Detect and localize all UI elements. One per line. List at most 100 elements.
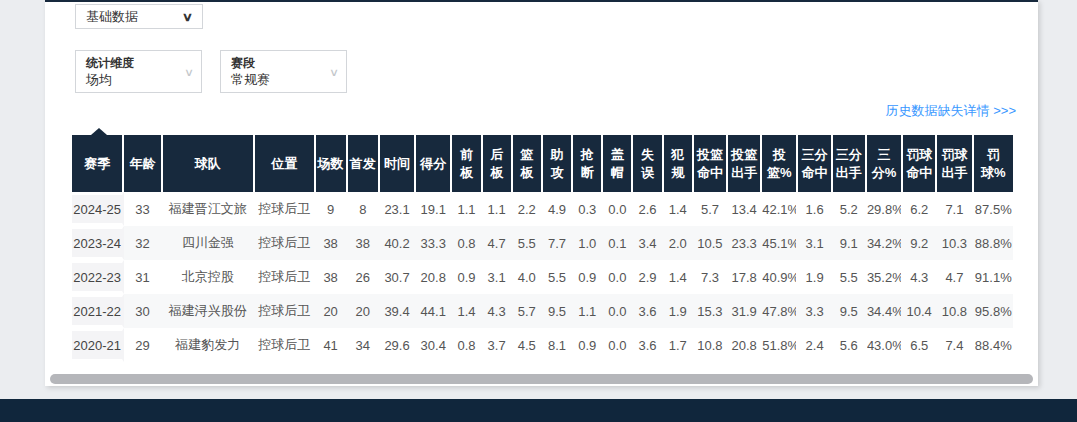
stat-cell: 控球后卫 [255, 192, 315, 226]
stat-cell: 33.3 [416, 226, 452, 260]
stat-cell: 4.3 [483, 294, 513, 328]
table-row: 2020-2129福建豹发力控球后卫413429.630.40.83.74.58… [72, 328, 1013, 362]
stat-dimension-select[interactable]: 统计维度 场均 ∨ [75, 50, 202, 93]
column-header[interactable]: 投篮出手 [728, 135, 762, 192]
season-cell: 2020-21 [72, 328, 124, 362]
column-header[interactable]: 三分命中 [798, 135, 832, 192]
footer-bar [0, 399, 1077, 422]
stat-cell: 43.0% [867, 328, 903, 362]
stat-cell: 20.8 [728, 328, 762, 362]
stat-cell: 3.4 [633, 226, 663, 260]
column-header[interactable]: 后板 [483, 135, 513, 192]
column-header[interactable]: 前板 [452, 135, 482, 192]
stat-cell: 20 [348, 294, 380, 328]
stat-cell: 13.4 [728, 192, 762, 226]
column-header[interactable]: 赛季 [72, 135, 124, 192]
column-header[interactable]: 助攻 [543, 135, 573, 192]
column-header[interactable]: 盖帽 [603, 135, 633, 192]
stat-cell: 0.0 [603, 260, 633, 294]
stat-cell: 8 [348, 192, 380, 226]
stat-cell: 5.2 [833, 192, 867, 226]
horizontal-scrollbar-thumb[interactable] [50, 374, 1033, 384]
stat-cell: 3.1 [483, 260, 513, 294]
stat-cell: 10.8 [937, 294, 973, 328]
column-header[interactable]: 罚球出手 [937, 135, 973, 192]
stat-cell: 5.6 [833, 328, 867, 362]
stat-cell: 7.7 [543, 226, 573, 260]
column-header[interactable]: 得分 [416, 135, 452, 192]
stat-cell: 1.1 [452, 192, 482, 226]
stat-cell: 95.8% [974, 294, 1013, 328]
stat-cell: 5.5 [833, 260, 867, 294]
stat-cell: 10.4 [903, 294, 937, 328]
stage-select[interactable]: 赛段 常规赛 ∨ [220, 50, 347, 93]
stat-cell: 控球后卫 [255, 260, 315, 294]
stat-cell: 1.1 [573, 294, 603, 328]
column-header[interactable]: 失误 [633, 135, 663, 192]
stat-cell: 38 [316, 260, 348, 294]
stat-cell: 2.4 [798, 328, 832, 362]
stat-cell: 0.0 [603, 328, 633, 362]
stat-cell: 4.5 [513, 328, 543, 362]
stat-cell: 3.6 [633, 328, 663, 362]
column-header[interactable]: 罚球% [974, 135, 1013, 192]
column-header[interactable]: 篮板 [513, 135, 543, 192]
stat-cell: 38 [316, 226, 348, 260]
content-card: 基础数据 ∨ 统计维度 场均 ∨ 赛段 常规赛 ∨ 历史数据缺失详情 >>> 赛… [45, 0, 1038, 386]
stat-cell: 2.0 [664, 226, 694, 260]
stat-cell: 5.5 [513, 226, 543, 260]
stat-cell: 控球后卫 [255, 226, 315, 260]
stat-cell: 10.5 [694, 226, 728, 260]
column-header[interactable]: 投篮% [762, 135, 798, 192]
stat-cell: 19.1 [416, 192, 452, 226]
history-missing-details-link[interactable]: 历史数据缺失详情 >>> [886, 102, 1016, 120]
data-category-select[interactable]: 基础数据 ∨ [75, 4, 203, 29]
stat-cell: 1.0 [573, 226, 603, 260]
stat-cell: 1.9 [798, 260, 832, 294]
stat-cell: 9.5 [543, 294, 573, 328]
column-header[interactable]: 抢断 [573, 135, 603, 192]
stat-cell: 4.7 [483, 226, 513, 260]
stat-cell: 38 [348, 226, 380, 260]
chevron-down-icon: ∨ [329, 65, 339, 78]
stat-cell: 44.1 [416, 294, 452, 328]
table-row: 2023-2432四川金强控球后卫383840.233.30.84.75.57.… [72, 226, 1013, 260]
stat-cell: 35.2% [867, 260, 903, 294]
stat-cell: 7.3 [694, 260, 728, 294]
column-header[interactable]: 首发 [348, 135, 380, 192]
stat-cell: 40.9% [762, 260, 798, 294]
stat-cell: 5.7 [513, 294, 543, 328]
stat-cell: 0.0 [603, 294, 633, 328]
stat-cell: 88.8% [974, 226, 1013, 260]
stat-cell: 4.0 [513, 260, 543, 294]
stat-cell: 23.1 [380, 192, 416, 226]
stat-cell: 31.9 [728, 294, 762, 328]
stat-cell: 1.1 [483, 192, 513, 226]
column-header[interactable]: 犯规 [664, 135, 694, 192]
column-header[interactable]: 三分% [867, 135, 903, 192]
stat-cell: 福建晋江文旅 [163, 192, 256, 226]
stat-cell: 控球后卫 [255, 328, 315, 362]
column-header[interactable]: 场数 [316, 135, 348, 192]
table-row: 2024-2533福建晋江文旅控球后卫9823.119.11.11.12.24.… [72, 192, 1013, 226]
column-header[interactable]: 球队 [163, 135, 256, 192]
column-header[interactable]: 投篮命中 [694, 135, 728, 192]
column-header[interactable]: 三分出手 [833, 135, 867, 192]
column-header[interactable]: 时间 [380, 135, 416, 192]
stat-cell: 17.8 [728, 260, 762, 294]
stat-cell: 福建豹发力 [163, 328, 256, 362]
stat-cell: 1.4 [452, 294, 482, 328]
stat-cell: 6.5 [903, 328, 937, 362]
stat-cell: 4.7 [937, 260, 973, 294]
stat-cell: 51.8% [762, 328, 798, 362]
column-header[interactable]: 位置 [255, 135, 315, 192]
stat-cell: 91.1% [974, 260, 1013, 294]
stat-cell: 20.8 [416, 260, 452, 294]
column-header[interactable]: 年龄 [124, 135, 162, 192]
stat-cell: 34 [348, 328, 380, 362]
column-header[interactable]: 罚球命中 [903, 135, 937, 192]
stat-cell: 15.3 [694, 294, 728, 328]
sort-caret-icon [91, 128, 107, 135]
stat-cell: 0.8 [452, 328, 482, 362]
stat-cell: 1.7 [664, 328, 694, 362]
